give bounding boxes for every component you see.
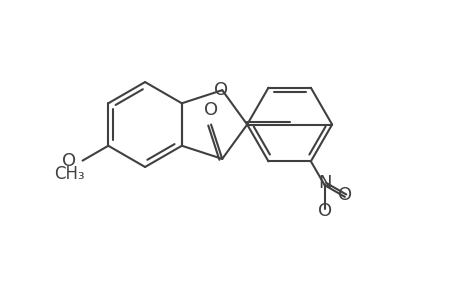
Text: O: O (317, 202, 331, 220)
Text: O: O (62, 152, 76, 169)
Text: CH₃: CH₃ (54, 165, 85, 183)
Text: O: O (204, 101, 218, 119)
Text: N: N (317, 174, 331, 192)
Text: O: O (214, 81, 228, 99)
Text: O: O (337, 186, 351, 204)
